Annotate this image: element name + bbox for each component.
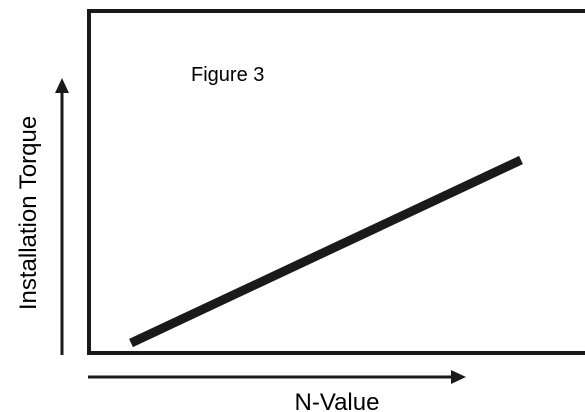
plot-frame: [87, 9, 585, 355]
series-line-1: [129, 155, 523, 348]
y-axis-label: Installation Torque: [15, 116, 42, 310]
chart-title: Figure 3: [191, 64, 264, 86]
x-axis-arrow-head: [451, 370, 466, 384]
series-layer: [129, 155, 523, 348]
y-axis-arrow-head: [55, 78, 69, 93]
x-axis-label: N-Value: [295, 389, 380, 412]
